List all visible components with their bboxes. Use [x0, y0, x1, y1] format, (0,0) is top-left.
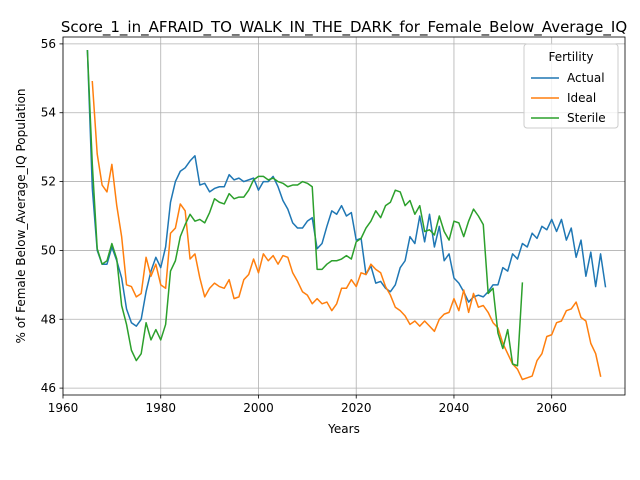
legend-label-ideal: Ideal [567, 91, 596, 105]
series-line-sterile [86, 49, 524, 367]
y-tick-label: 48 [41, 312, 56, 326]
x-axis-label: Years [327, 422, 360, 436]
y-axis-label: % of Female Below_Average_IQ Population [14, 88, 28, 343]
y-tick-label: 54 [41, 106, 56, 120]
x-tick-label: 2040 [439, 401, 470, 415]
x-tick-label: 1980 [145, 401, 176, 415]
x-tick-label: 1960 [48, 401, 79, 415]
y-tick-label: 50 [41, 243, 56, 257]
x-tick-label: 2060 [536, 401, 567, 415]
legend-title: Fertility [548, 50, 593, 64]
legend: Fertility Actual Ideal Sterile [523, 43, 619, 129]
y-tick-label: 52 [41, 175, 56, 189]
legend-box [523, 43, 619, 129]
x-axis: 1960 1980 2000 2020 2040 2060 [48, 395, 567, 415]
legend-label-sterile: Sterile [567, 111, 606, 125]
legend-label-actual: Actual [567, 71, 605, 85]
x-tick-label: 2000 [243, 401, 274, 415]
series-line-actual [86, 49, 607, 327]
y-tick-label: 46 [41, 381, 56, 395]
legend-items: Actual Ideal Sterile [531, 71, 606, 125]
series-group [86, 49, 607, 381]
chart-title: Score_1_in_AFRAID_TO_WALK_IN_THE_DARK_fo… [61, 18, 627, 37]
y-axis: 46 48 50 52 54 56 [41, 37, 63, 395]
series-line-ideal [91, 80, 602, 381]
x-tick-label: 2020 [341, 401, 372, 415]
plot-frame [62, 36, 626, 396]
y-tick-label: 56 [41, 37, 56, 51]
